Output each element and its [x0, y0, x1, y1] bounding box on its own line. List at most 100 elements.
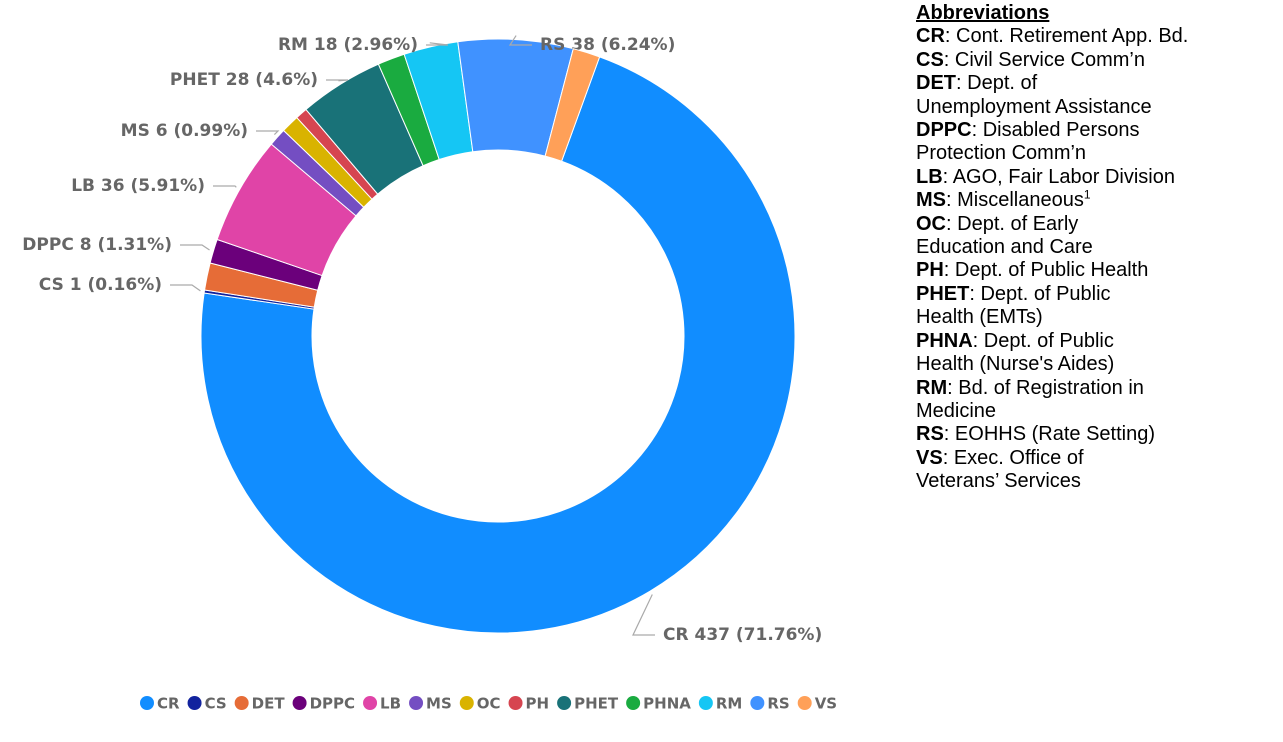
legend-label: VS [815, 695, 837, 713]
legend-swatch [140, 696, 154, 710]
leader-line [170, 284, 201, 292]
leader-line [508, 35, 532, 46]
abbreviation-key: VS [916, 446, 943, 469]
abbreviation-line: Health (Nurse's Aides) [916, 353, 1281, 376]
legend-label: CR [157, 695, 180, 713]
legend-swatch [557, 696, 572, 710]
abbreviation-line: CR: Cont. Retirement App. Bd. [916, 25, 1189, 48]
legend-swatch [187, 696, 202, 710]
abbreviation-line: Health (EMTs) [916, 306, 1281, 329]
data-label: DPPC 8 (1.31%) [22, 235, 172, 255]
abbreviation-text: Exec. Office of [953, 446, 1084, 469]
abbreviation-key: LB [916, 165, 943, 188]
legend-swatch [626, 696, 641, 710]
abbreviation-line: RS: EOHHS (Rate Setting) [916, 423, 1155, 446]
abbreviation-text: Medicine [916, 399, 997, 422]
legend-label: LB [380, 695, 401, 713]
legend-label: CS [205, 695, 227, 713]
abbreviation-line: Protection Comm’n [916, 142, 1281, 165]
abbreviation-text: Protection Comm’n [916, 142, 1087, 165]
data-label: MS 6 (0.99%) [121, 121, 248, 141]
legend-swatch [409, 696, 424, 710]
abbreviation-key: MS [916, 189, 946, 212]
chart: CR 437 (71.76%) CS 1 (0.16%) DPPC 8 (1.31%… [22, 35, 837, 713]
abbreviation-text: Cont. Retirement App. Bd. [956, 25, 1189, 48]
data-label: RS 38 (6.24%) [540, 35, 675, 55]
data-label: RM 18 (2.96%) [278, 35, 418, 55]
legend-label: DET [252, 695, 286, 713]
abbreviation-text: Education and Care [916, 236, 1093, 259]
data-label: LB 36 (5.91%) [71, 176, 205, 196]
abbreviation-text: Miscellaneous [957, 189, 1084, 212]
abbreviation-text: Dept. of Public [980, 282, 1111, 305]
data-label: CR 437 (71.76%) [663, 625, 822, 645]
abbreviation-line: RM: Bd. of Registration in [916, 376, 1144, 399]
legend-label: DPPC [310, 695, 355, 713]
abbreviation-text: Dept. of Early [957, 212, 1079, 235]
leader-line [326, 79, 349, 82]
abbreviation-text: Dept. of [967, 72, 1038, 95]
leader-line [213, 185, 237, 188]
abbreviation-line: Education and Care [916, 236, 1281, 259]
abbreviations-title: Abbreviations [916, 2, 1050, 24]
leader-line [180, 244, 210, 251]
abbreviation-text: EOHHS (Rate Setting) [954, 423, 1155, 446]
abbreviation-line: MS: Miscellaneous1 [916, 187, 1091, 212]
abbreviation-key: RS [916, 423, 944, 446]
legend-swatch [459, 696, 474, 710]
legend-label: PHET [574, 695, 619, 713]
abbreviation-key: CR [916, 25, 945, 48]
abbreviation-line: Medicine [916, 400, 1281, 423]
abbreviation-line: Unemployment Assistance [916, 96, 1281, 119]
abbreviation-key: PH [916, 259, 944, 282]
data-label: PHET 28 (4.6%) [170, 70, 318, 90]
abbreviation-key: CS [916, 48, 944, 71]
donut-slice [200, 56, 796, 634]
abbreviation-line: OC: Dept. of Early [916, 212, 1079, 235]
legend-swatch [698, 696, 713, 710]
abbreviation-line: PH: Dept. of Public Health [916, 259, 1149, 282]
legend-swatch [234, 696, 249, 710]
abbreviation-text: Dept. of Public Health [954, 259, 1149, 282]
abbreviation-key: PHNA [916, 329, 973, 352]
abbreviation-key: OC [916, 212, 946, 235]
legend-swatch [797, 696, 812, 710]
legend-label: RM [716, 695, 742, 713]
abbreviation-key: DET [916, 72, 956, 95]
abbreviation-text: Veterans’ Services [916, 470, 1081, 493]
data-label: CS 1 (0.16%) [39, 275, 162, 295]
abbreviation-line: CS: Civil Service Comm’n [916, 48, 1145, 71]
legend-swatch [508, 696, 523, 710]
legend-label: OC [477, 695, 501, 713]
abbreviation-text: Health (EMTs) [916, 306, 1043, 329]
legend-label: PHNA [643, 695, 691, 713]
abbreviations-panel: Abbreviations CR: Cont. Retirement App. … [916, 2, 1281, 494]
abbreviation-line: LB: AGO, Fair Labor Division [916, 165, 1175, 188]
legend-label: MS [426, 695, 452, 713]
abbreviation-text: AGO, Fair Labor Division [952, 165, 1175, 188]
leader-line [426, 42, 449, 46]
abbreviation-text: Dept. of Public [983, 329, 1114, 352]
abbreviation-text: Health (Nurse's Aides) [916, 353, 1115, 376]
legend-label: RS [767, 695, 789, 713]
abbreviation-line: VS: Exec. Office of [916, 446, 1084, 469]
abbreviation-line: Veterans’ Services [916, 470, 1281, 493]
footnote-mark: 1 [1083, 187, 1091, 202]
legend-swatch [292, 696, 307, 710]
abbreviation-key: DPPC [916, 119, 972, 142]
abbreviation-line: DET: Dept. of [916, 72, 1038, 95]
abbreviation-text: Civil Service Comm’n [954, 48, 1145, 71]
abbreviation-line: PHNA: Dept. of Public [916, 329, 1114, 352]
leader-line [632, 594, 655, 636]
abbreviation-text: Bd. of Registration in [958, 376, 1144, 399]
abbreviation-line: PHET: Dept. of Public [916, 282, 1111, 305]
legend-swatch [363, 696, 378, 710]
donut-slice [544, 48, 601, 162]
abbreviation-line: DPPC: Disabled Persons [916, 119, 1140, 142]
abbreviation-key: RM [916, 376, 948, 399]
abbreviation-key: PHET [916, 282, 970, 305]
abbreviation-text: Disabled Persons [982, 119, 1140, 142]
legend-swatch [750, 696, 765, 710]
legend-label: PH [526, 695, 550, 713]
